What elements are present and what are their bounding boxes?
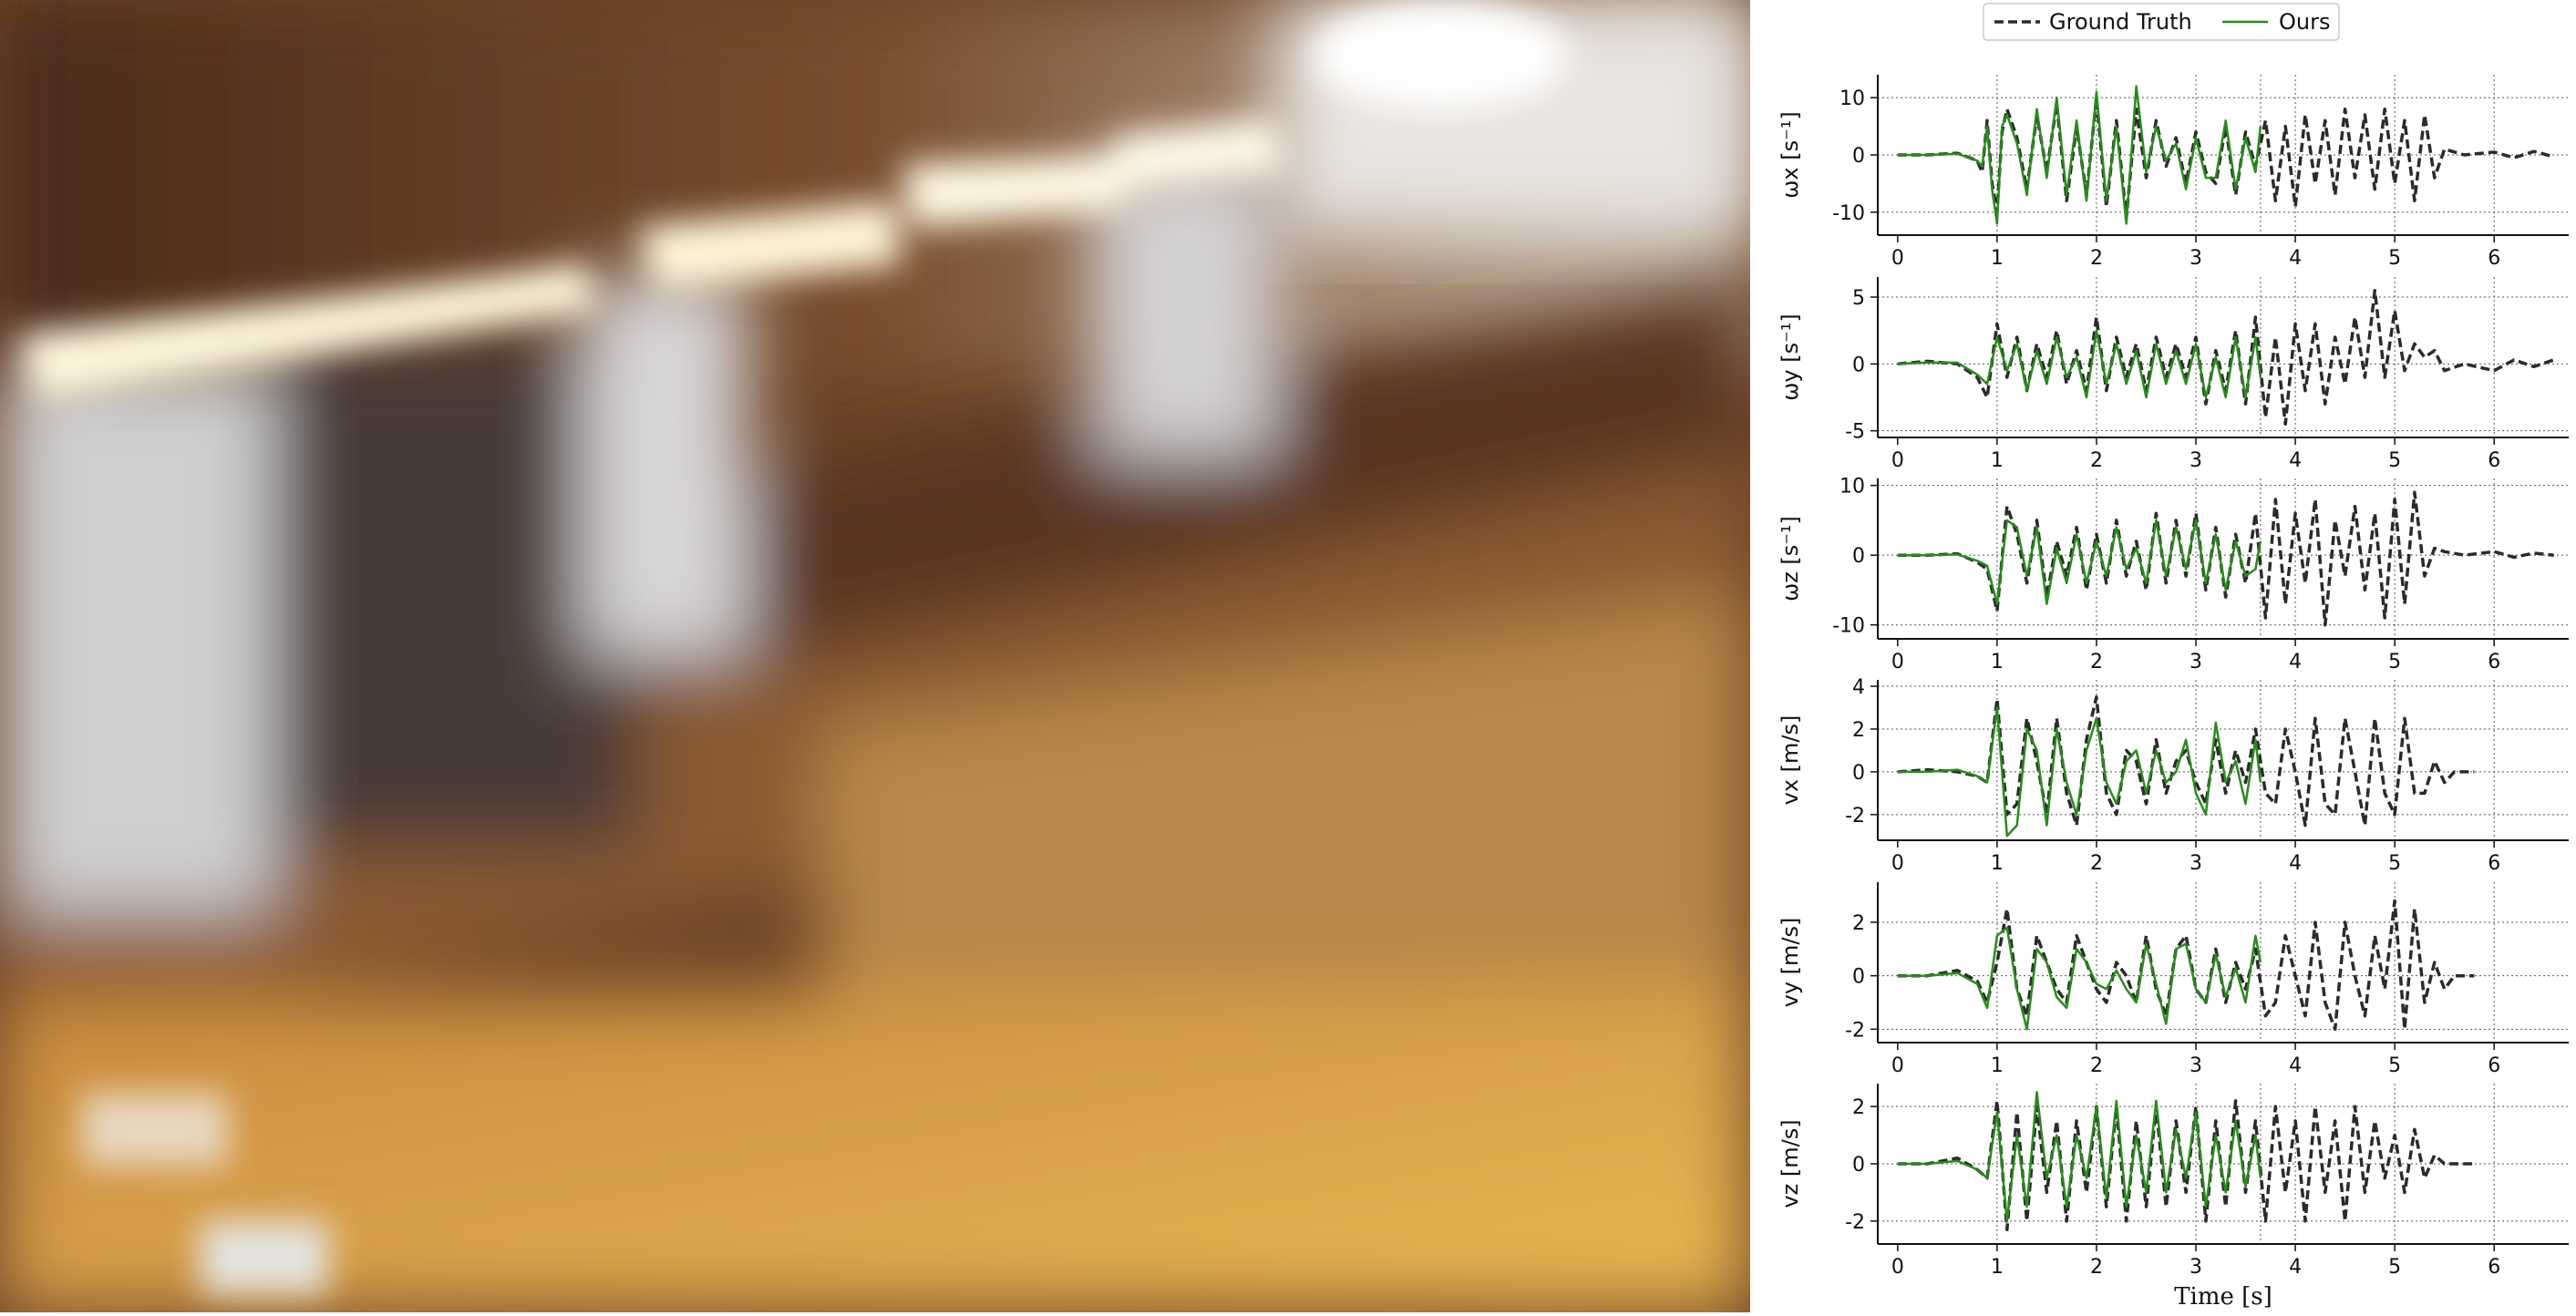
blurred-photo xyxy=(0,0,1750,1312)
x-tick-label: 4 xyxy=(2289,1256,2302,1279)
photo-canvas xyxy=(0,0,1750,1312)
x-tick-label: 1 xyxy=(1991,1054,2004,1077)
y-tick-label: 2 xyxy=(1852,912,1865,935)
y-tick-label: 10 xyxy=(1839,87,1865,110)
x-tick-label: 3 xyxy=(2190,449,2202,472)
x-tick-label: 2 xyxy=(2090,651,2103,673)
plot-panel-5: -2 0 2 0 1 2 3 4 5 6 vz [m/s] Time [s] xyxy=(1777,1084,2569,1311)
y-tick-label: -2 xyxy=(1845,805,1865,828)
x-tick-label: 6 xyxy=(2488,247,2500,270)
x-tick-label: 2 xyxy=(2090,1054,2103,1077)
y-tick-label: 0 xyxy=(1852,762,1865,785)
x-tick-label: 6 xyxy=(2488,449,2500,472)
series-line-ours xyxy=(1897,1091,2262,1223)
y-tick-label: 2 xyxy=(1852,719,1865,742)
x-tick-label: 0 xyxy=(1891,651,1904,673)
series-line-ground-truth xyxy=(1897,288,2555,427)
series-line-ours xyxy=(1897,85,2262,225)
x-tick-label: 6 xyxy=(2488,1256,2500,1279)
x-tick-label: 5 xyxy=(2388,1054,2401,1077)
legend-frame xyxy=(1983,3,2340,41)
x-tick-label: 1 xyxy=(1991,247,2004,270)
x-tick-label: 4 xyxy=(2289,247,2302,270)
x-tick-label: 4 xyxy=(2289,449,2302,472)
x-axis-label: Time [s] xyxy=(2174,1283,2272,1311)
series-line-ground-truth xyxy=(1897,96,2555,220)
y-tick-label: -10 xyxy=(1832,615,1865,638)
y-tick-label: -2 xyxy=(1845,1019,1865,1042)
plot-panel-4: -2 0 2 0 1 2 3 4 5 6 vy [m/s] xyxy=(1777,882,2569,1077)
y-axis-label: vy [m/s] xyxy=(1777,918,1803,1008)
series-line-ground-truth xyxy=(1897,899,2475,1032)
x-tick-label: 5 xyxy=(2388,852,2401,875)
y-axis-label: ωy [s⁻¹] xyxy=(1777,314,1803,400)
x-tick-label: 2 xyxy=(2090,852,2103,875)
x-tick-label: 0 xyxy=(1891,247,1904,270)
x-tick-label: 0 xyxy=(1891,852,1904,875)
x-tick-label: 6 xyxy=(2488,852,2500,875)
plot-panel-1: -5 0 5 0 1 2 3 4 5 6 ωy [s⁻¹] xyxy=(1777,277,2569,472)
x-tick-label: 6 xyxy=(2488,1054,2500,1077)
x-tick-label: 4 xyxy=(2289,651,2302,673)
y-tick-label: -10 xyxy=(1832,202,1865,225)
legend: Ground Truth Ours xyxy=(1983,3,2340,41)
plot-panel-2: -10 0 10 0 1 2 3 4 5 6 ωz [s⁻¹] xyxy=(1777,476,2569,673)
plots-panel: Ground Truth Ours -10 0 10 0 1 2 3 4 5 6 ωx [s⁻¹] -… xyxy=(1750,0,2576,1312)
series-line-ground-truth xyxy=(1897,695,2475,828)
x-tick-label: 6 xyxy=(2488,651,2500,673)
x-tick-label: 0 xyxy=(1891,449,1904,472)
x-tick-label: 2 xyxy=(2090,449,2103,472)
x-tick-label: 3 xyxy=(2190,247,2202,270)
x-tick-label: 3 xyxy=(2190,1054,2202,1077)
x-tick-label: 2 xyxy=(2090,1256,2103,1279)
y-tick-label: 5 xyxy=(1852,287,1865,310)
x-tick-label: 1 xyxy=(1991,1256,2004,1279)
y-tick-label: 4 xyxy=(1852,676,1865,699)
plot-panel-0: -10 0 10 0 1 2 3 4 5 6 ωx [s⁻¹] xyxy=(1777,75,2569,270)
y-axis-label: vx [m/s] xyxy=(1777,715,1803,806)
x-tick-label: 3 xyxy=(2190,651,2202,673)
y-tick-label: 0 xyxy=(1852,966,1865,989)
y-tick-label: -5 xyxy=(1845,421,1865,444)
x-tick-label: 5 xyxy=(2388,1256,2401,1279)
x-tick-label: 5 xyxy=(2388,651,2401,673)
series-line-ours xyxy=(1897,329,2262,399)
y-axis-label: ωz [s⁻¹] xyxy=(1777,516,1803,601)
legend-label-ours: Ours xyxy=(2279,9,2330,35)
y-axis-label: ωx [s⁻¹] xyxy=(1777,111,1803,198)
x-tick-label: 4 xyxy=(2289,852,2302,875)
y-tick-label: 0 xyxy=(1852,354,1865,376)
x-tick-label: 1 xyxy=(1991,651,2004,673)
y-tick-label: 0 xyxy=(1852,1154,1865,1177)
y-tick-label: -2 xyxy=(1845,1211,1865,1234)
x-tick-label: 3 xyxy=(2190,852,2202,875)
x-tick-label: 0 xyxy=(1891,1256,1904,1279)
series-line-ground-truth xyxy=(1897,490,2554,627)
y-tick-label: 0 xyxy=(1852,545,1865,568)
series-line-ours xyxy=(1897,519,2262,605)
x-tick-label: 2 xyxy=(2090,247,2103,270)
x-tick-label: 4 xyxy=(2289,1054,2302,1077)
plot-panel-3: -2 0 2 4 0 1 2 3 4 5 6 vx [m/s] xyxy=(1777,676,2569,875)
y-tick-label: 2 xyxy=(1852,1096,1865,1119)
x-tick-label: 1 xyxy=(1991,449,2004,472)
x-tick-label: 1 xyxy=(1991,852,2004,875)
x-tick-label: 5 xyxy=(2388,449,2401,472)
series-line-ground-truth xyxy=(1897,1099,2475,1232)
y-axis-label: vz [m/s] xyxy=(1777,1119,1803,1208)
x-tick-label: 0 xyxy=(1891,1054,1904,1077)
series-line-ours xyxy=(1897,926,2262,1031)
legend-label-ground-truth: Ground Truth xyxy=(2049,9,2192,35)
x-tick-label: 5 xyxy=(2388,247,2401,270)
x-tick-label: 3 xyxy=(2190,1256,2202,1279)
series-line-ours xyxy=(1897,706,2262,838)
y-tick-label: 10 xyxy=(1839,476,1865,499)
y-tick-label: 0 xyxy=(1852,145,1865,168)
